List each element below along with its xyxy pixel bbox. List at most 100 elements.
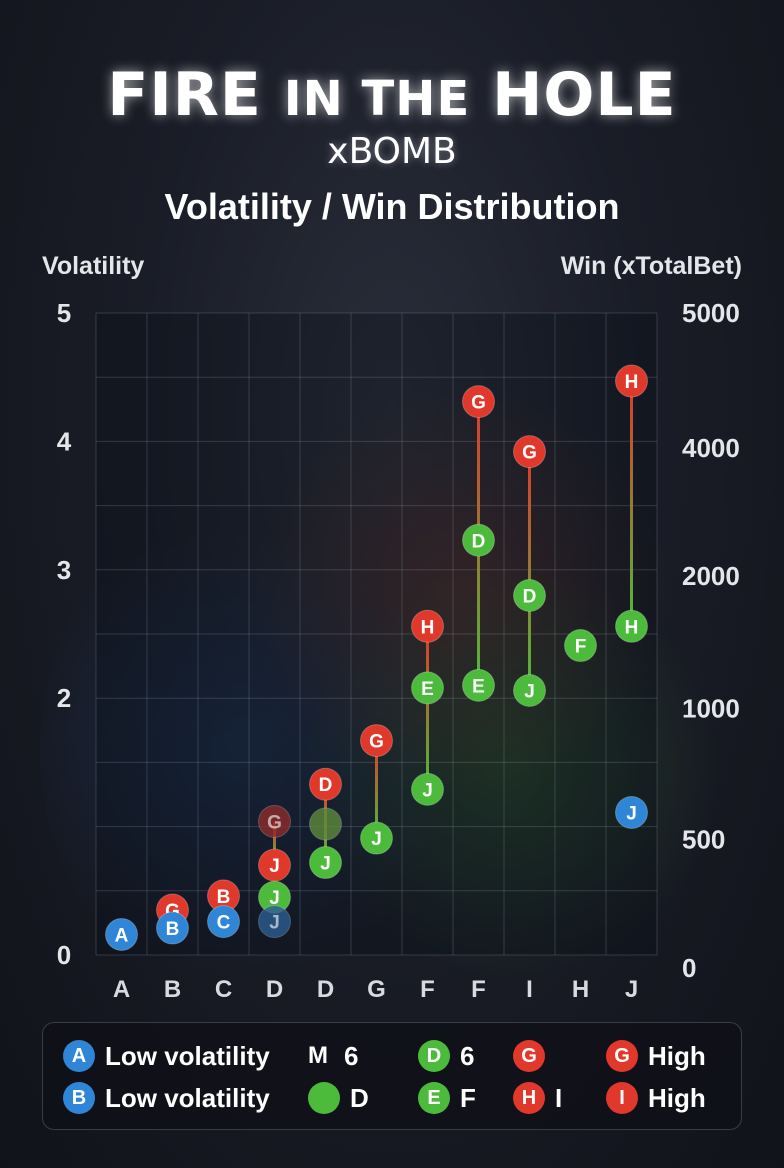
legend-marker-icon: I xyxy=(606,1082,638,1114)
y2-tick-label: 1000 xyxy=(682,693,740,723)
legend-item: G xyxy=(513,1040,555,1072)
legend-item: D xyxy=(308,1082,369,1114)
data-point-c: C xyxy=(207,905,240,939)
point-label: H xyxy=(421,617,435,638)
point-marker xyxy=(564,629,597,663)
point-label: J xyxy=(269,913,280,934)
y-tick-label: 3 xyxy=(57,555,71,585)
legend-label: D xyxy=(350,1082,369,1113)
point-marker xyxy=(207,905,240,939)
point-marker xyxy=(309,846,342,880)
point-marker xyxy=(411,609,444,643)
x-tick-label: F xyxy=(420,976,435,1003)
game-subtitle: xBOMB xyxy=(327,131,457,172)
data-point-j: J xyxy=(513,673,546,707)
y2-axis-label: Win (xTotalBet) xyxy=(560,252,742,280)
y2-tick-label: 5000 xyxy=(682,298,740,328)
legend-item: G High xyxy=(606,1040,706,1072)
data-point-b: B xyxy=(156,911,189,945)
x-tick-label: J xyxy=(625,976,638,1003)
data-point-blank xyxy=(309,807,342,841)
data-point-j: J xyxy=(258,848,291,882)
data-point-f: F xyxy=(564,629,597,663)
data-point-g: G xyxy=(360,724,393,758)
legend-item: A Low volatility xyxy=(63,1040,270,1072)
point-marker xyxy=(156,911,189,945)
y-tick-label: 0 xyxy=(57,940,71,970)
point-marker xyxy=(462,523,495,557)
chart-title: Volatility / Win Distribution xyxy=(164,186,620,227)
game-logo-title: FIRE IN THE HOLE xyxy=(107,60,677,130)
point-marker xyxy=(309,807,342,841)
point-marker xyxy=(615,795,648,829)
legend-label: High xyxy=(648,1082,706,1113)
x-tick-label: D xyxy=(317,976,334,1003)
data-point-h: H xyxy=(615,364,648,398)
y2-tick-label: 2000 xyxy=(682,561,740,591)
point-label: A xyxy=(115,925,129,946)
legend-marker-icon: G xyxy=(513,1040,545,1072)
point-label: H xyxy=(625,372,639,393)
point-label: D xyxy=(319,775,333,796)
data-point-j: J xyxy=(309,846,342,880)
point-label: J xyxy=(320,854,331,875)
legend-marker-icon: M xyxy=(308,1042,328,1069)
data-point-h: H xyxy=(411,609,444,643)
data-point-g: G xyxy=(258,804,291,838)
point-label: H xyxy=(625,617,639,638)
data-point-d: D xyxy=(309,767,342,801)
y2-tick-label: 500 xyxy=(682,824,725,854)
data-point-j: J xyxy=(258,905,291,939)
legend-marker-icon: H xyxy=(513,1082,545,1114)
point-marker xyxy=(360,821,393,855)
connector-line xyxy=(528,451,531,691)
point-marker xyxy=(411,671,444,705)
x-tick-label: D xyxy=(266,976,283,1003)
y-tick-label: 2 xyxy=(57,683,71,713)
point-label: G xyxy=(267,812,282,833)
x-tick-label: C xyxy=(215,976,232,1003)
legend-item: I High xyxy=(606,1082,706,1114)
point-marker xyxy=(360,724,393,758)
point-label: J xyxy=(524,681,535,702)
legend-marker-icon xyxy=(308,1082,340,1114)
point-label: J xyxy=(626,803,637,824)
legend-marker-icon: A xyxy=(63,1040,95,1072)
data-point-j: J xyxy=(615,795,648,829)
legend-marker-icon: D xyxy=(418,1040,450,1072)
point-label: D xyxy=(523,586,537,607)
point-marker xyxy=(615,609,648,643)
connector-line xyxy=(630,381,633,627)
data-point-j: J xyxy=(411,772,444,806)
data-point-j: J xyxy=(258,880,291,914)
data-point-d: D xyxy=(513,578,546,612)
point-marker xyxy=(105,917,138,951)
point-marker xyxy=(462,668,495,702)
point-label: F xyxy=(575,637,587,658)
point-marker xyxy=(258,804,291,838)
y2-tick-label: 4000 xyxy=(682,433,740,463)
connector-line xyxy=(375,740,378,839)
x-tick-label: G xyxy=(367,976,386,1003)
legend-label: I xyxy=(555,1082,563,1113)
point-marker xyxy=(513,435,546,469)
point-marker xyxy=(462,385,495,419)
point-marker xyxy=(258,848,291,882)
background-glow-green xyxy=(300,560,720,980)
point-label: J xyxy=(422,780,433,801)
y-tick-label: 5 xyxy=(57,298,71,328)
point-label: B xyxy=(217,887,231,908)
legend-label: 6 xyxy=(460,1040,475,1071)
legend-label: High xyxy=(648,1040,706,1071)
y2-tick-label: 0 xyxy=(682,953,696,983)
data-point-e: E xyxy=(411,671,444,705)
legend-label: F xyxy=(460,1082,476,1113)
connector-line xyxy=(273,821,276,866)
data-point-b: B xyxy=(207,879,240,913)
point-label: G xyxy=(369,732,384,753)
point-marker xyxy=(513,578,546,612)
point-label: G xyxy=(522,443,537,464)
